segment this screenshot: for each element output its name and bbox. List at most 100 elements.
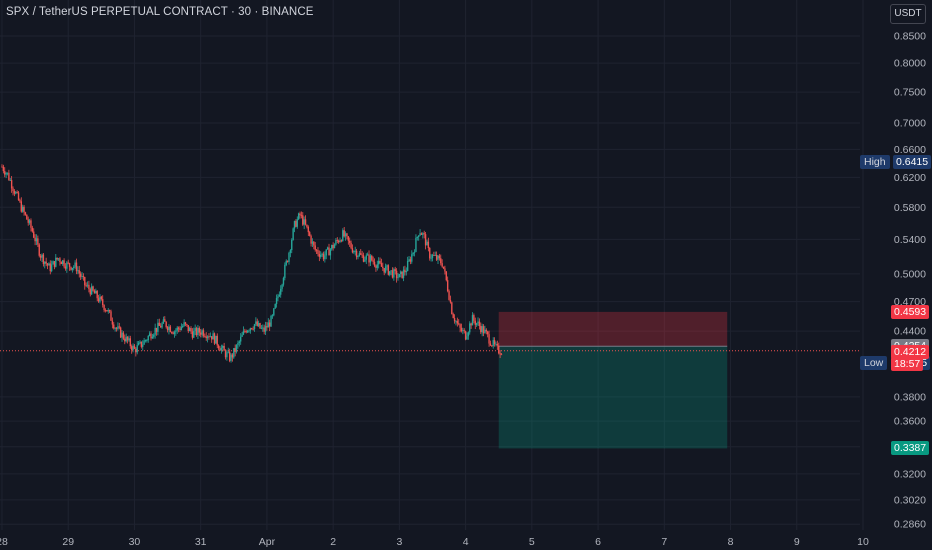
candle-body: [42, 254, 45, 264]
candle-body: [400, 271, 402, 275]
candle-body: [133, 345, 136, 349]
candle-body: [119, 327, 122, 338]
candle-body: [405, 271, 407, 273]
candle-body: [74, 262, 76, 267]
candle-body: [27, 219, 29, 223]
candle-body: [353, 251, 355, 253]
candle-body: [273, 308, 275, 316]
candle-body: [104, 310, 107, 311]
price-axis[interactable]: 0.8500 0.8000 0.7500 0.7000 0.6600 0.6200 0.58…: [894, 31, 926, 531]
take-profit-zone[interactable]: [498, 346, 728, 449]
candle-body: [464, 331, 467, 340]
short-position-tool[interactable]: [498, 311, 728, 449]
candle-body: [209, 336, 212, 338]
candle-body: [496, 343, 499, 346]
candle-body: [477, 321, 479, 324]
candle-body: [187, 325, 189, 332]
y-tick-label: 0.6600: [894, 144, 926, 156]
candle-body: [193, 330, 195, 338]
candle-body: [211, 336, 213, 340]
candle-body: [48, 263, 50, 266]
candle-body: [50, 264, 53, 272]
candle-body: [81, 276, 83, 277]
candle-body: [295, 221, 297, 227]
candle-body: [426, 241, 428, 246]
candle-body: [449, 299, 452, 303]
y-tick-label: 0.6200: [894, 172, 926, 184]
candle-body: [125, 336, 127, 342]
candle-body: [322, 253, 325, 260]
candle-body: [270, 315, 272, 327]
candle-body: [171, 332, 173, 333]
candle-body: [337, 240, 340, 243]
candle-body: [365, 255, 367, 260]
currency-button[interactable]: USDT: [890, 4, 926, 24]
candle-body: [333, 244, 336, 249]
candle-body: [70, 266, 72, 270]
candle-body: [122, 332, 125, 339]
symbol-title[interactable]: SPX / TetherUS PERPETUAL CONTRACT · 30 ·…: [6, 6, 314, 18]
candle-body: [202, 330, 205, 336]
candle-body: [68, 263, 71, 267]
candle-body: [282, 277, 285, 285]
candle-body: [103, 305, 105, 311]
candle-body: [440, 258, 442, 264]
candle-body: [390, 270, 392, 272]
candle-body: [437, 255, 439, 260]
candle-body: [53, 261, 56, 267]
candle-body: [446, 280, 449, 292]
bar-countdown: 18:57: [891, 356, 924, 371]
time-axis[interactable]: 28 29 30 31 Apr 2 3 4 5 6 7 8 9 10: [0, 536, 869, 548]
candle-body: [357, 255, 359, 258]
candle-body: [8, 172, 10, 181]
candle-body: [379, 260, 381, 264]
candle-body: [466, 336, 468, 340]
y-tick-label: 0.7000: [894, 118, 926, 130]
candle-body: [347, 236, 350, 241]
candle-body: [303, 219, 305, 225]
low-label: Low: [860, 356, 888, 371]
candle-body: [177, 327, 180, 329]
candle-body: [452, 313, 454, 319]
candle-body: [227, 351, 229, 353]
candle-body: [253, 324, 256, 330]
candle-body: [257, 323, 260, 326]
chart-grid: [0, 0, 864, 530]
candle-body: [128, 338, 130, 341]
candle-body: [256, 321, 258, 326]
candle-body: [458, 323, 460, 325]
candle-body: [217, 345, 220, 349]
candle-body: [318, 253, 321, 257]
candle-body: [453, 318, 456, 322]
candle-body: [313, 241, 315, 246]
candle-body: [19, 200, 21, 202]
x-tick-label: 8: [728, 536, 734, 548]
candle-body: [275, 298, 278, 305]
candle-body: [498, 345, 500, 354]
candle-body: [314, 245, 316, 250]
candle-body: [215, 335, 217, 344]
candle-body: [147, 335, 149, 341]
candle-body: [380, 263, 383, 267]
candle-body: [161, 323, 163, 328]
candle-body: [264, 325, 267, 332]
candle-body: [427, 241, 430, 248]
candle-body: [285, 260, 287, 265]
candle-body: [262, 327, 264, 329]
candle-body: [118, 326, 120, 328]
candle-body: [332, 245, 334, 249]
candle-body: [478, 321, 481, 326]
candle-body: [219, 348, 221, 351]
candle-body: [99, 296, 101, 302]
y-tick-label: 0.8500: [894, 31, 926, 43]
candle-body: [216, 335, 218, 346]
candle-body: [208, 336, 210, 338]
stop-loss-zone[interactable]: [498, 311, 728, 347]
candle-body: [182, 325, 184, 328]
candle-body: [424, 234, 427, 246]
candle-body: [481, 326, 483, 333]
candle-body: [143, 340, 145, 345]
candle-body: [223, 346, 225, 351]
candle-body: [485, 329, 488, 332]
